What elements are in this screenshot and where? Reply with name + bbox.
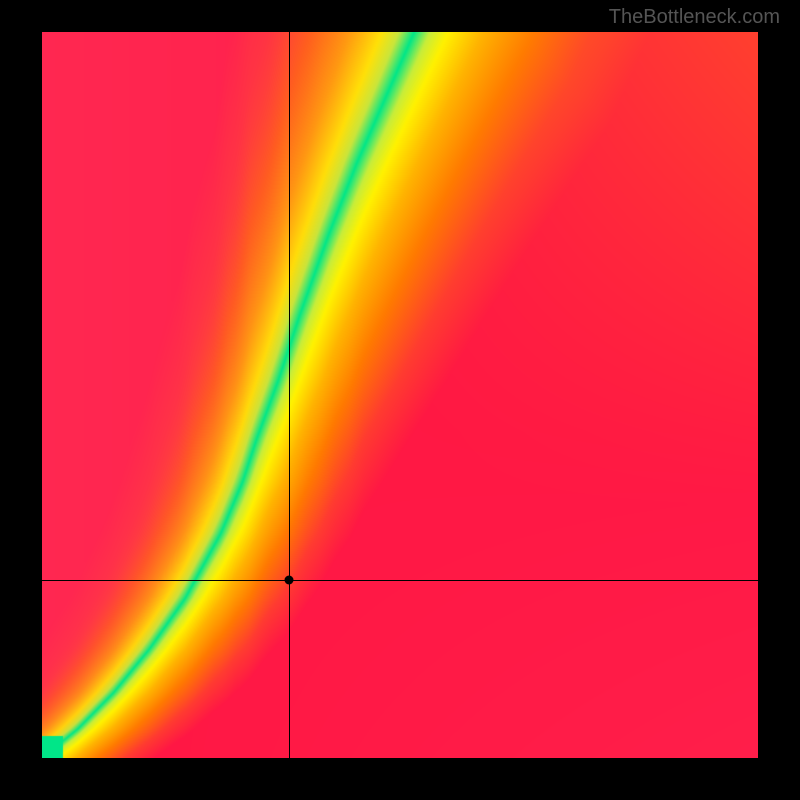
crosshair-vertical (289, 32, 290, 758)
heatmap-canvas (42, 32, 758, 758)
watermark-text: TheBottleneck.com (609, 6, 780, 29)
crosshair-point (285, 576, 294, 585)
crosshair-horizontal (42, 580, 758, 581)
plot-frame (42, 32, 758, 758)
